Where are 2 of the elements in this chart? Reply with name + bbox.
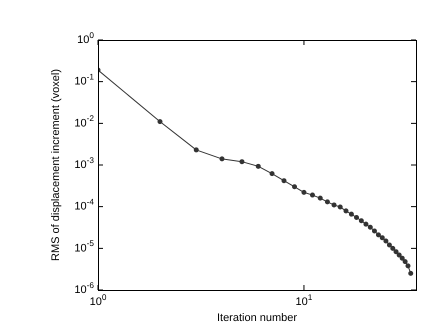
y-axis-title: RMS of displacement increment (voxel)	[50, 69, 62, 261]
x-axis-title: Iteration number	[216, 312, 298, 324]
